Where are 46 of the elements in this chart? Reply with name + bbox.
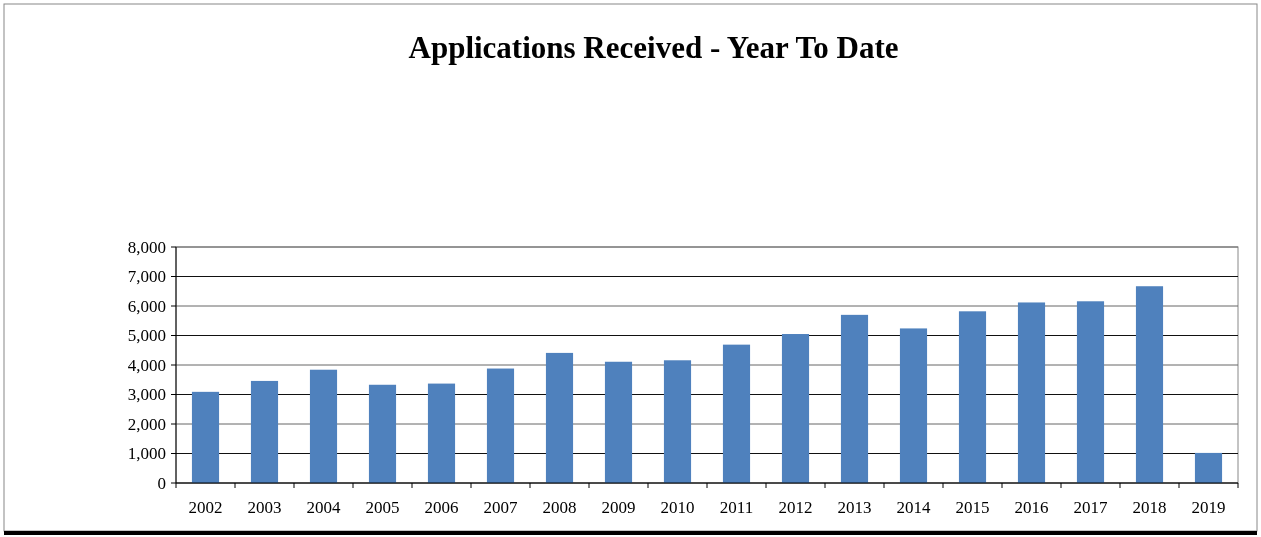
chart-title: Applications Received - Year To Date [408, 30, 899, 65]
bar [250, 380, 279, 483]
x-tick-label: 2011 [719, 498, 754, 517]
y-tick-label: 5,000 [127, 326, 166, 346]
x-tick-label: 2019 [1191, 498, 1226, 517]
bar [545, 352, 574, 483]
x-tick-label: 2013 [837, 498, 872, 517]
x-tick-label: 2009 [601, 498, 636, 517]
bar [486, 368, 515, 483]
bar [840, 314, 869, 483]
y-tick-label: 8,000 [127, 237, 166, 257]
x-tick-label: 2002 [188, 498, 223, 517]
bar [427, 383, 456, 483]
bar [1135, 286, 1164, 483]
x-tick-label: 2006 [424, 498, 459, 517]
x-tick-label: 2007 [483, 498, 518, 517]
x-tick-label: 2015 [955, 498, 990, 517]
y-tick-label: 1,000 [127, 444, 166, 464]
bar [309, 369, 338, 483]
y-tick-label: 4,000 [127, 355, 166, 375]
x-tick-label: 2017 [1073, 498, 1108, 517]
x-tick-label: 2014 [896, 498, 931, 517]
bar [899, 328, 928, 483]
y-tick-label: 3,000 [127, 385, 166, 405]
bar [1194, 452, 1223, 483]
bar [604, 361, 633, 483]
x-tick-label: 2010 [660, 498, 695, 517]
x-tick-label: 2012 [778, 498, 813, 517]
bar [191, 391, 220, 483]
x-tick-label: 2004 [306, 498, 341, 517]
bar [1017, 302, 1046, 483]
bar [1076, 301, 1105, 483]
y-tick-label: 0 [157, 473, 166, 493]
x-tick-label: 2003 [247, 498, 282, 517]
x-tick-label: 2008 [542, 498, 577, 517]
x-tick-label: 2018 [1132, 498, 1167, 517]
x-tick-label: 2016 [1014, 498, 1049, 517]
y-tick-label: 2,000 [127, 414, 166, 434]
bar [958, 311, 987, 483]
x-tick-label: 2005 [365, 498, 400, 517]
bar [722, 344, 751, 483]
bar [781, 334, 810, 483]
y-tick-label: 6,000 [127, 296, 166, 316]
bar [663, 360, 692, 483]
y-tick-label: 7,000 [127, 267, 166, 287]
bar [368, 384, 397, 483]
